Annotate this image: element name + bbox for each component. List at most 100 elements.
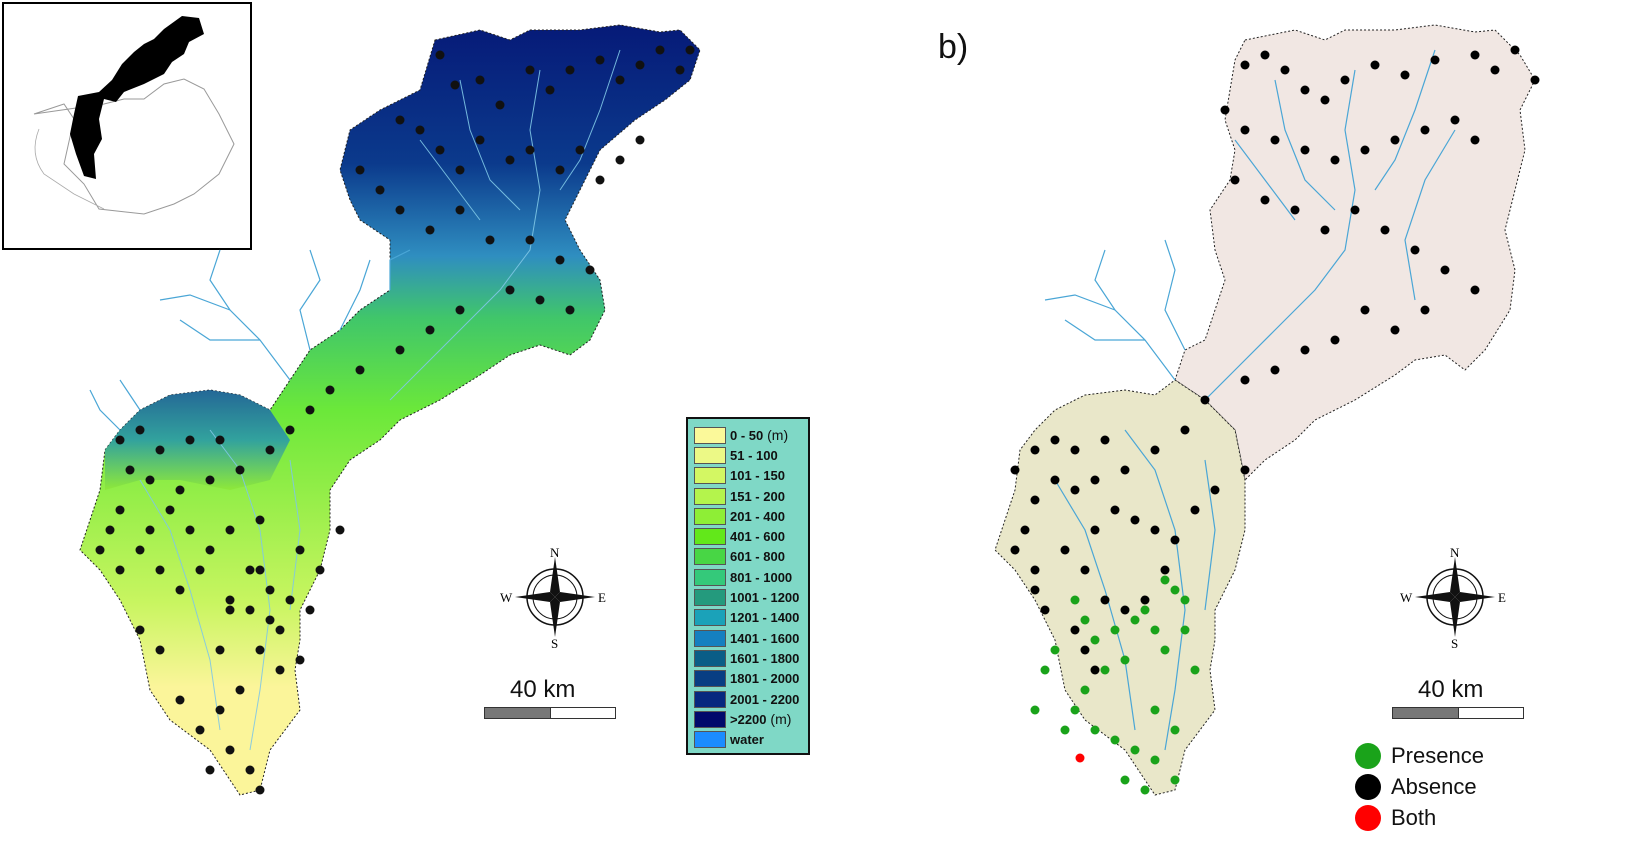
sampling-point xyxy=(275,665,285,675)
absence-point xyxy=(1020,525,1030,535)
sampling-point xyxy=(575,145,585,155)
sampling-point xyxy=(255,645,265,655)
sampling-point xyxy=(285,595,295,605)
absence-point xyxy=(1160,565,1170,575)
legend-row: 1201 - 1400 xyxy=(694,608,802,628)
legend-label: 1201 - 1400 xyxy=(730,610,800,626)
legend-row: 401 - 600 xyxy=(694,526,802,546)
sampling-point xyxy=(335,525,345,535)
legend-swatch xyxy=(694,426,726,444)
absence-point xyxy=(1090,475,1100,485)
sampling-point xyxy=(135,625,145,635)
absence-point xyxy=(1530,75,1540,85)
absence-point xyxy=(1420,125,1430,135)
sampling-point xyxy=(415,125,425,135)
elevation-legend: 0 - 50 (m) 51 - 100 101 - 150 151 - 200 201 … xyxy=(686,417,810,755)
legend-label: 1801 - 2000 xyxy=(730,671,800,687)
sampling-point xyxy=(195,725,205,735)
legend-row: >2200 (m) xyxy=(694,709,802,729)
compass-e: E xyxy=(598,590,606,605)
map-a-elevation xyxy=(79,24,701,796)
legend-label: 1001 - 1200 xyxy=(730,590,800,606)
sampling-point xyxy=(215,645,225,655)
sampling-point xyxy=(115,505,125,515)
absence-point xyxy=(1390,135,1400,145)
presence-point xyxy=(1070,595,1080,605)
compass-n: N xyxy=(1450,548,1460,560)
sampling-point xyxy=(225,745,235,755)
absence-point xyxy=(1030,585,1040,595)
sampling-point xyxy=(215,435,225,445)
sampling-point xyxy=(135,545,145,555)
sampling-point xyxy=(165,505,175,515)
legend-swatch xyxy=(694,629,726,647)
sampling-point xyxy=(265,615,275,625)
sampling-point xyxy=(205,545,215,555)
presence-point xyxy=(1070,705,1080,715)
absence-point xyxy=(1050,435,1060,445)
sampling-point xyxy=(675,65,685,75)
absence-point xyxy=(1510,45,1520,55)
presence-point xyxy=(1150,705,1160,715)
presence-point xyxy=(1080,685,1090,695)
absence-point xyxy=(1030,495,1040,505)
sampling-point xyxy=(285,425,295,435)
compass-w: W xyxy=(500,590,513,605)
absence-point xyxy=(1070,485,1080,495)
sampling-point xyxy=(595,55,605,65)
legend-swatch xyxy=(694,568,726,586)
legend-row: 201 - 400 xyxy=(694,506,802,526)
legend-label: 101 - 150 xyxy=(730,468,785,484)
absence-point xyxy=(1270,135,1280,145)
occurrence-legend-row: Absence xyxy=(1355,771,1484,802)
absence-point xyxy=(1390,325,1400,335)
legend-label: 1601 - 1800 xyxy=(730,650,800,666)
sampling-point xyxy=(325,385,335,395)
absence-point xyxy=(1240,60,1250,70)
presence-point xyxy=(1180,595,1190,605)
legend-label: 51 - 100 xyxy=(730,447,778,463)
sampling-point xyxy=(395,205,405,215)
compass-rose-a: N S W E xyxy=(500,548,606,648)
scale-label-a: 40 km xyxy=(510,676,576,703)
legend-unit: (m) xyxy=(763,427,789,444)
region-elevation-fill xyxy=(79,24,701,796)
occurrence-legend-row: Both xyxy=(1355,802,1484,833)
legend-row: 151 - 200 xyxy=(694,486,802,506)
legend-label: 601 - 800 xyxy=(730,549,785,565)
presence-point xyxy=(1110,625,1120,635)
absence-point xyxy=(1030,565,1040,575)
presence-point xyxy=(1150,755,1160,765)
occurrence-legend: Presence Absence Both xyxy=(1355,740,1484,833)
legend-label: 1401 - 1600 xyxy=(730,630,800,646)
legend-row: 1001 - 1200 xyxy=(694,587,802,607)
legend-swatch xyxy=(694,670,726,688)
sampling-point xyxy=(525,235,535,245)
absence-point xyxy=(1450,115,1460,125)
sampling-point xyxy=(545,85,555,95)
sampling-point xyxy=(505,155,515,165)
absence-point xyxy=(1140,595,1150,605)
legend-swatch xyxy=(694,446,726,464)
sampling-point xyxy=(525,145,535,155)
scale-label-b: 40 km xyxy=(1418,676,1484,703)
legend-row: 1601 - 1800 xyxy=(694,648,802,668)
sampling-point xyxy=(145,475,155,485)
presence-point xyxy=(1090,635,1100,645)
presence-point xyxy=(1160,645,1170,655)
absence-point xyxy=(1240,375,1250,385)
sampling-point xyxy=(155,645,165,655)
sampling-point xyxy=(435,145,445,155)
presence-point xyxy=(1030,705,1040,715)
presence-point xyxy=(1130,745,1140,755)
sampling-point xyxy=(245,765,255,775)
sampling-point xyxy=(305,405,315,415)
absence-point xyxy=(1370,60,1380,70)
presence-point xyxy=(1090,725,1100,735)
legend-row: 1401 - 1600 xyxy=(694,628,802,648)
sampling-point xyxy=(305,605,315,615)
occurrence-legend-dot xyxy=(1355,804,1381,831)
both-points-b xyxy=(1075,753,1085,763)
legend-swatch xyxy=(694,710,726,728)
absence-point xyxy=(1360,305,1370,315)
